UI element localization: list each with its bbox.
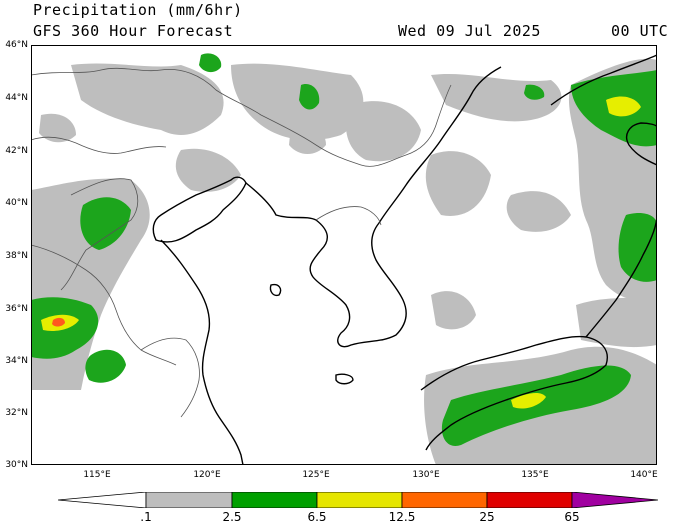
colorbar-label: 2.5 <box>222 510 242 524</box>
model-subtitle: GFS 360 Hour Forecast <box>33 22 234 40</box>
valid-time: 00 UTC <box>611 22 669 40</box>
lat-label: 42°N <box>5 146 28 156</box>
colorbar-label: 25 <box>479 510 495 524</box>
lat-label: 34°N <box>5 356 28 366</box>
lat-label: 36°N <box>5 304 28 314</box>
colorbar-segment <box>58 492 147 508</box>
very-heavy-precip-areas <box>52 317 65 327</box>
lat-label: 46°N <box>5 40 28 50</box>
lat-label: 32°N <box>5 408 28 418</box>
colorbar-segment <box>145 492 233 508</box>
borders <box>31 67 452 418</box>
lat-label: 38°N <box>5 251 28 261</box>
precip-colorbar <box>58 492 658 508</box>
moderate-precip-areas <box>31 53 657 446</box>
coastlines <box>152 54 657 465</box>
valid-date: Wed 09 Jul 2025 <box>398 22 541 40</box>
colorbar-segment <box>316 492 403 508</box>
lon-label: 135°E <box>521 470 549 480</box>
lon-label: 125°E <box>302 470 330 480</box>
lon-label: 120°E <box>193 470 221 480</box>
colorbar-segment <box>231 492 318 508</box>
colorbar-segment <box>486 492 573 508</box>
lon-label: 140°E <box>630 470 658 480</box>
lat-label: 30°N <box>5 460 28 470</box>
map-title: Precipitation (mm/6hr) <box>33 1 243 19</box>
precipitation-map <box>31 45 657 465</box>
colorbar-label: 6.5 <box>307 510 327 524</box>
colorbar-label: .1 <box>140 510 152 524</box>
lat-label: 44°N <box>5 93 28 103</box>
colorbar-label: 12.5 <box>388 510 416 524</box>
map-frame <box>31 45 657 465</box>
colorbar-segment <box>401 492 488 508</box>
lat-label: 40°N <box>5 198 28 208</box>
lon-label: 115°E <box>83 470 111 480</box>
lon-label: 130°E <box>412 470 440 480</box>
colorbar-segment <box>571 492 658 508</box>
colorbar-label: 65 <box>564 510 580 524</box>
